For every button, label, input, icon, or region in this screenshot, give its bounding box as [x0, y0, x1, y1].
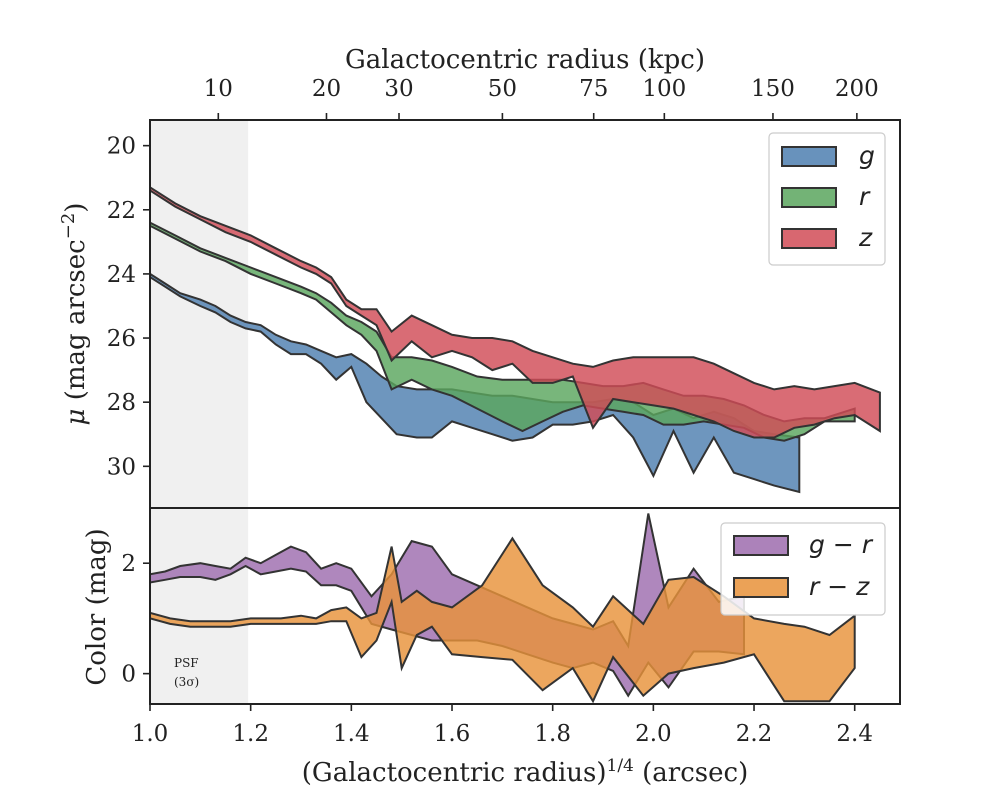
top-x-axis-title: Galactocentric radius (kpc) [345, 45, 705, 75]
legend-swatch [733, 535, 789, 556]
bottom-plot-frame [149, 507, 901, 705]
top-x-tick-label: 10 [204, 76, 233, 102]
legend-swatch [781, 187, 837, 208]
bottom-x-tick-label: 1.8 [534, 721, 571, 747]
y-axis-close-paren: ) [61, 203, 91, 213]
y-axis-exponent: −2 [58, 213, 79, 240]
top-y-tick-label: 24 [107, 262, 136, 288]
surface-brightness-bands [150, 186, 881, 494]
band-top-bands-2 [150, 186, 881, 439]
psf-shaded-region-top [150, 120, 249, 508]
top-y-tick-label: 20 [107, 134, 136, 160]
bottom-x-axis-ticks: 1.0 1.2 1.4 1.6 1.8 2.0 2.2 2.4 [132, 704, 873, 747]
legend-swatch [781, 146, 837, 167]
legend-label: r − z [809, 572, 870, 601]
top-x-tick-label: 100 [642, 76, 686, 102]
top-y-tick-label: 28 [107, 390, 136, 416]
top-y-tick-label: 22 [107, 198, 136, 224]
color-panel: 02 1.0 1.2 1.4 1.6 1.8 2.0 2.2 2.4 Color (mag) … [82, 507, 901, 788]
top-legend: grz [768, 132, 886, 266]
bottom-x-axis-title: (Galactocentric radius)1/4 (arcsec) [302, 756, 748, 788]
legend-label: z [858, 223, 873, 252]
psf-shaded-region-bottom [150, 508, 249, 704]
bottom-x-tick-label: 1.2 [232, 721, 269, 747]
band-top-bands-0 [150, 272, 801, 494]
bottom-x-tick-label: 1.4 [333, 721, 370, 747]
color-bands [150, 513, 856, 704]
bottom-y-tick-label: 2 [121, 551, 136, 577]
bottom-x-tick-label: 1.6 [434, 721, 471, 747]
top-x-tick-label: 150 [751, 76, 795, 102]
bottom-x-tick-label: 2.2 [736, 721, 773, 747]
x-axis-unit: (arcsec) [642, 758, 748, 788]
top-x-tick-label: 20 [312, 76, 341, 102]
bottom-x-tick-label: 2.4 [836, 721, 873, 747]
top-y-tick-label: 26 [107, 326, 136, 352]
bottom-legend: g − r r − z [720, 522, 886, 616]
x-axis-exponent: 1/4 [607, 756, 634, 776]
x-axis-quantity: (Galactocentric radius) [302, 758, 607, 788]
bottom-y-axis-ticks: 02 [121, 551, 150, 688]
bottom-y-axis-title: Color (mag) [82, 528, 112, 685]
x-axis-unit-spacer [634, 758, 642, 788]
psf-sigma-label: (3σ) [174, 675, 199, 689]
top-y-axis-title: μ (mag arcsec−2) [58, 203, 91, 426]
y-axis-unit: (mag arcsec [61, 239, 91, 400]
bottom-x-tick-label: 1.0 [132, 721, 169, 747]
top-x-tick-label: 50 [488, 76, 517, 102]
top-x-tick-label: 200 [835, 76, 879, 102]
top-x-tick-label: 30 [384, 76, 413, 102]
top-secondary-x-axis-ticks: 10 20 30 50 75 100 150 200 [204, 76, 879, 120]
band-bot-bands-1 [150, 536, 856, 704]
legend-label: g [859, 141, 875, 170]
y-axis-symbol: μ [61, 409, 91, 426]
legend-swatch [733, 577, 789, 598]
legend-swatch [781, 228, 837, 249]
top-x-tick-label: 75 [579, 76, 608, 102]
legend-label: g − r [809, 530, 874, 559]
psf-label: PSF [174, 656, 199, 670]
top-y-tick-label: 30 [107, 454, 136, 480]
bottom-y-tick-label: 0 [121, 662, 136, 688]
legend-label: r [859, 182, 871, 211]
top-y-axis-ticks: 20 22 24 26 28 30 [107, 134, 150, 480]
bottom-x-tick-label: 2.0 [635, 721, 672, 747]
